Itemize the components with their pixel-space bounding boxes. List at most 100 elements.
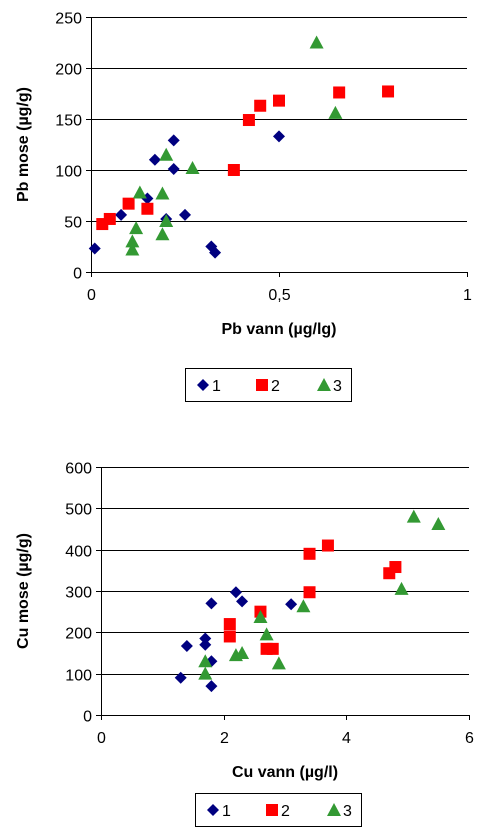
y-tick-label: 200 — [65, 626, 92, 643]
data-point — [209, 246, 222, 259]
x-tick-label: 0 — [87, 287, 96, 304]
legend-marker — [197, 379, 209, 391]
data-point — [236, 595, 249, 608]
data-point — [179, 208, 191, 221]
x-tick-label: 6 — [465, 730, 474, 747]
data-point — [185, 160, 200, 174]
data-point — [273, 94, 285, 107]
data-point — [155, 227, 170, 241]
x-axis-title: Cu vann (µg/l) — [232, 764, 338, 781]
data-point — [141, 202, 154, 215]
data-point — [159, 147, 174, 161]
data-point — [254, 99, 267, 112]
data-point — [159, 214, 174, 227]
data-point — [321, 539, 334, 552]
data-point — [198, 666, 213, 680]
y-axis-title: Pb mose (µg/g) — [15, 87, 32, 202]
x-tick-label: 0 — [97, 730, 106, 747]
data-point — [223, 618, 236, 631]
y-tick-label: 100 — [65, 668, 92, 685]
data-point — [205, 597, 218, 610]
data-point — [389, 561, 402, 574]
data-point — [167, 162, 180, 175]
data-point — [242, 114, 255, 127]
y-tick-label: 600 — [65, 461, 92, 478]
data-point — [309, 35, 324, 49]
data-point — [125, 234, 140, 248]
data-point — [382, 85, 395, 98]
data-point — [199, 638, 212, 651]
y-axis-title: Cu mose (µg/g) — [15, 533, 32, 649]
data-point — [394, 581, 409, 595]
data-point — [122, 197, 135, 210]
y-tick-label: 50 — [64, 215, 82, 232]
data-point — [303, 586, 316, 599]
legend-label: 1 — [222, 803, 231, 820]
data-point — [296, 599, 311, 613]
y-tick-label: 150 — [55, 113, 82, 130]
data-point — [235, 646, 250, 659]
data-point — [333, 86, 346, 99]
y-tick-label: 100 — [55, 164, 82, 181]
data-point — [223, 630, 236, 643]
data-point — [205, 680, 218, 693]
y-tick-label: 300 — [65, 585, 92, 602]
y-tick-label: 500 — [65, 502, 92, 519]
legend: 1 2 3 — [185, 368, 352, 402]
series-2 — [96, 85, 395, 231]
data-point — [198, 654, 213, 668]
legend-label: 3 — [333, 378, 342, 395]
y-tick-label: 200 — [55, 62, 82, 79]
data-point — [253, 610, 268, 624]
x-tick-label: 1 — [463, 287, 472, 304]
y-tick-label: 250 — [55, 11, 82, 28]
data-point — [148, 153, 161, 166]
data-point — [199, 632, 212, 645]
x-axis-title: Pb vann (µg/lg) — [222, 321, 337, 338]
legend-label: 1 — [212, 378, 221, 395]
data-point — [259, 627, 274, 641]
data-point — [125, 242, 140, 256]
data-point — [229, 586, 242, 599]
legend: 1 2 3 — [195, 793, 362, 827]
data-point — [303, 547, 316, 560]
legend-label: 2 — [271, 378, 280, 395]
data-point — [129, 221, 144, 235]
series-2 — [223, 539, 402, 655]
data-point — [328, 105, 343, 119]
data-point — [167, 134, 180, 147]
series-3 — [125, 35, 343, 256]
legend-marker — [207, 804, 219, 816]
x-tick-label: 4 — [342, 730, 351, 747]
data-point — [180, 639, 193, 652]
legend-marker — [266, 804, 278, 816]
data-point — [273, 130, 285, 143]
data-point — [266, 642, 279, 655]
legend-label: 2 — [281, 803, 290, 820]
data-point — [271, 656, 286, 670]
chart-2: 0 100 200 300 400 500 600 0 2 4 6 Cu vann (µg/l) Cu … — [15, 461, 474, 827]
legend-marker — [327, 803, 341, 816]
x-tick-label: 2 — [220, 730, 229, 747]
chart-1: 0 50 100 150 200 250 0 0,5 1 Pb vann (µg/lg) Pb mo… — [15, 11, 472, 402]
y-tick-label: 0 — [73, 266, 82, 283]
data-point — [115, 208, 128, 221]
data-point — [103, 212, 116, 225]
y-tick-label: 0 — [83, 709, 92, 726]
y-tick-label: 400 — [65, 544, 92, 561]
data-point — [227, 164, 240, 176]
data-point — [132, 185, 147, 199]
data-point — [406, 509, 421, 523]
data-point — [155, 186, 170, 200]
x-tick-label: 0,5 — [268, 287, 290, 304]
data-point — [174, 671, 187, 684]
legend-marker — [317, 378, 331, 391]
series-1 — [174, 586, 298, 693]
data-point — [88, 242, 101, 255]
legend-label: 3 — [343, 803, 352, 820]
data-point — [285, 598, 298, 611]
series-3 — [198, 509, 446, 680]
legend-marker — [256, 379, 268, 391]
